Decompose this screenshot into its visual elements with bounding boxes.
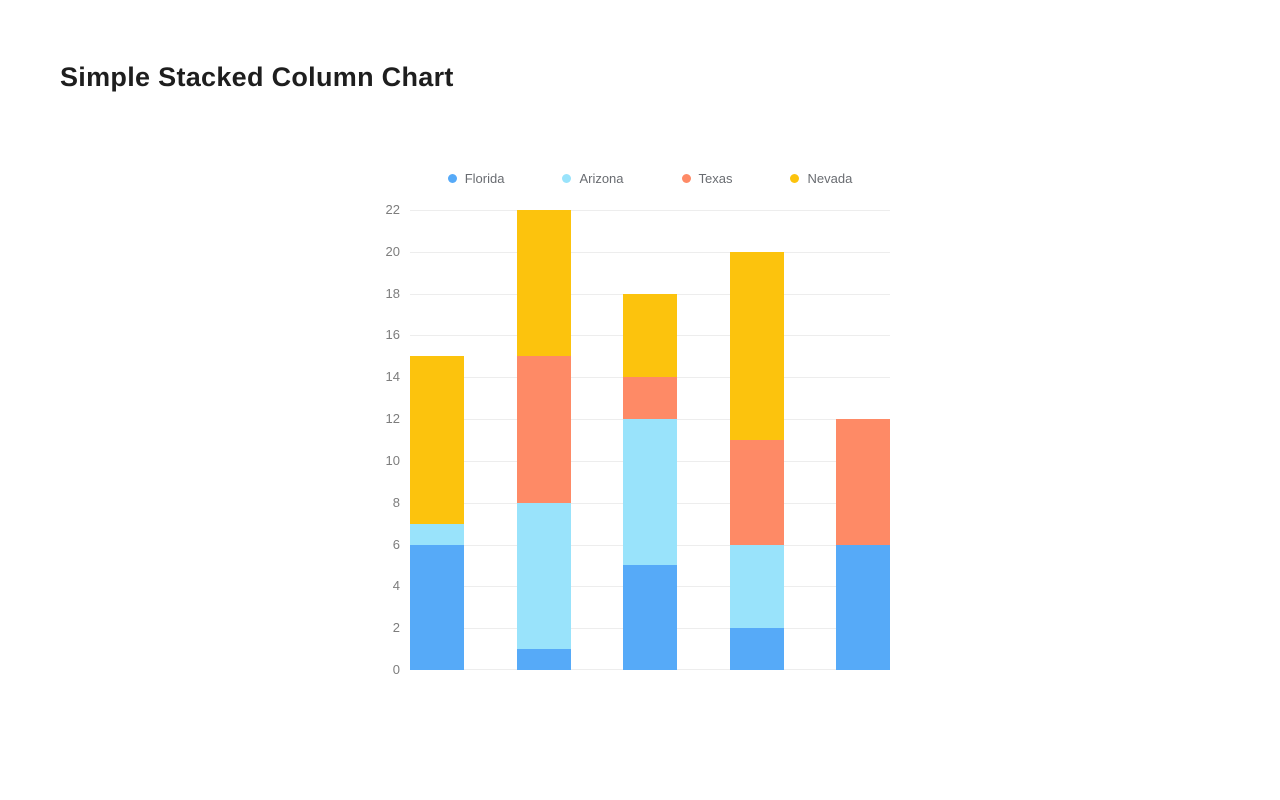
y-tick-label-10: 10 [385,453,400,468]
legend-label-florida: Florida [464,171,505,186]
y-tick-label-20: 20 [385,244,400,259]
legend-item-nevada[interactable]: Nevada [790,171,852,186]
bar-segment-texas-col4[interactable] [729,440,784,545]
y-tick-label-14: 14 [385,369,400,384]
legend-dot-nevada [790,174,800,183]
plot-area: Florida Arizona Texas Nevada 0 2 4 6 8 10 12 14 16 1… [386,171,890,677]
y-tick-label-2: 2 [392,620,400,635]
y-tick-label-12: 12 [385,411,400,426]
y-tick-label-18: 18 [385,286,400,301]
y-tick-label-16: 16 [385,327,400,342]
legend-item-arizona[interactable]: Arizona [562,171,624,186]
legend-dot-texas [681,174,691,183]
bar-segment-arizona-col4[interactable] [729,545,784,628]
legend-label-texas: Texas [698,171,733,186]
y-tick-label-0: 0 [392,662,400,677]
column-stack-1 [410,356,464,670]
y-tick-label-22: 22 [385,202,400,217]
bar-segment-texas-col2[interactable] [516,356,571,503]
legend-dot-florida [447,174,457,183]
y-tick-label-8: 8 [392,495,400,510]
gridline-y-22 [410,210,890,211]
bar-segment-arizona-col3[interactable] [623,419,677,565]
bar-segment-florida-col1[interactable] [410,545,464,670]
legend-label-arizona: Arizona [579,171,624,186]
chart-title: Simple Stacked Column Chart [60,62,454,93]
legend-item-texas[interactable]: Texas [681,171,733,186]
column-stack-5 [836,419,890,670]
bar-segment-florida-col4[interactable] [729,628,784,670]
bar-segment-florida-col3[interactable] [623,565,677,670]
gridline-y-20 [410,252,890,253]
bar-segment-florida-col5[interactable] [836,545,890,670]
bar-segment-texas-col5[interactable] [836,419,890,545]
bar-segment-arizona-col2[interactable] [516,503,571,649]
bar-segment-florida-col2[interactable] [516,649,571,670]
column-stack-2 [516,210,571,670]
bar-segment-texas-col3[interactable] [623,377,677,419]
bar-segment-nevada-col2[interactable] [516,210,571,356]
bar-segment-nevada-col3[interactable] [623,294,677,377]
y-tick-label-4: 4 [392,578,400,593]
column-stack-3 [623,294,677,670]
y-tick-label-6: 6 [392,537,400,552]
legend-label-nevada: Nevada [807,171,853,186]
bar-segment-nevada-col4[interactable] [729,252,784,440]
legend-dot-arizona [562,174,572,183]
legend: Florida Arizona Texas Nevada [410,171,890,186]
bar-segment-arizona-col1[interactable] [410,524,464,545]
legend-item-florida[interactable]: Florida [447,171,505,186]
column-stack-4 [729,252,784,670]
bar-segment-nevada-col1[interactable] [410,356,464,524]
